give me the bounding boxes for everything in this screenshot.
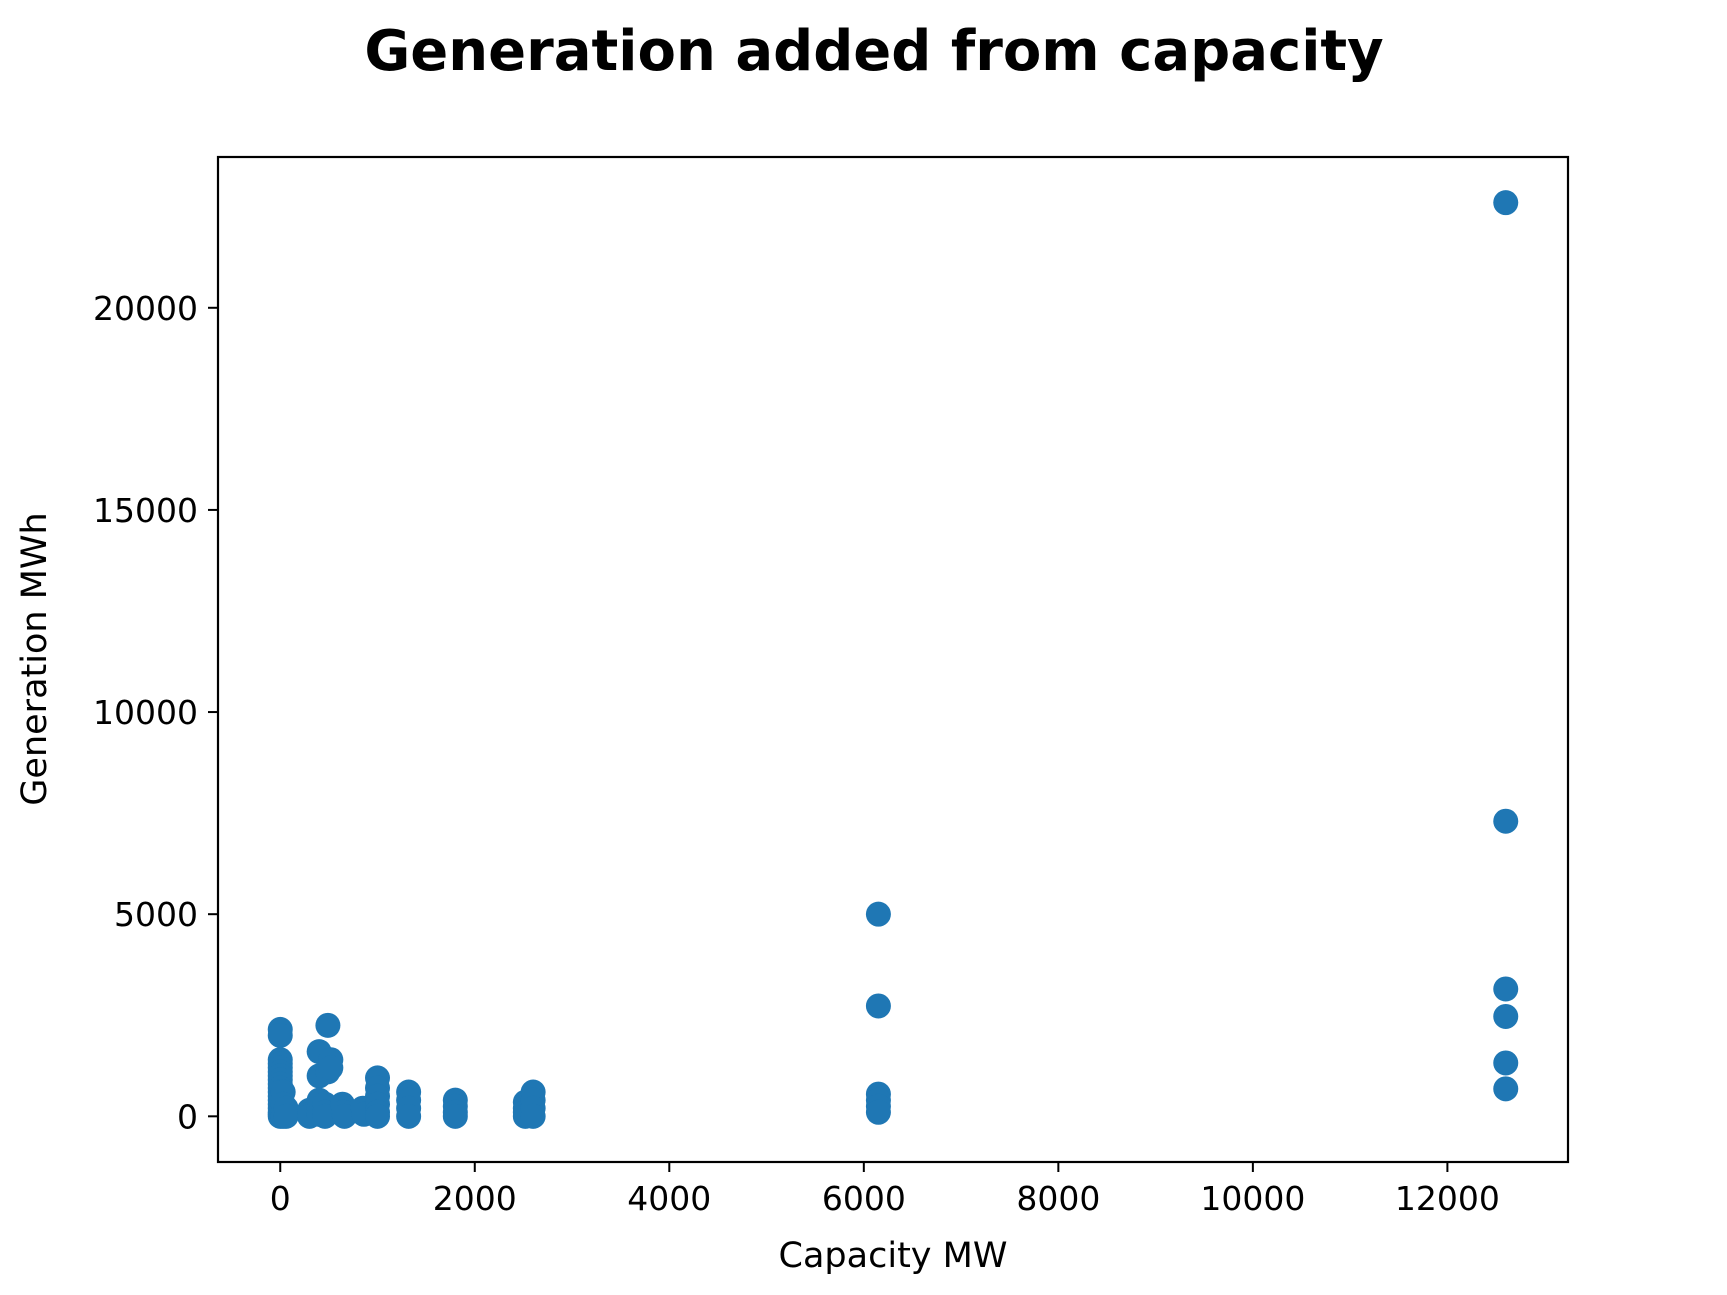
y-tick-label: 15000 (93, 491, 198, 530)
y-tick-label: 10000 (93, 693, 198, 732)
y-axis-label: Generation MWh (15, 512, 55, 805)
data-point (520, 1103, 546, 1129)
data-point (1493, 190, 1519, 216)
y-tick-label: 20000 (93, 289, 198, 328)
data-point (1493, 808, 1519, 834)
data-point (1493, 976, 1519, 1002)
plot-frame (216, 155, 1570, 1164)
x-axis-label: Capacity MW (779, 1236, 1008, 1276)
data-point (396, 1103, 422, 1129)
x-tick-label: 8000 (1016, 1179, 1100, 1218)
x-axis: 0 2000 4000 6000 8000 10000 12000 (270, 1162, 1500, 1218)
x-tick-label: 2000 (433, 1179, 517, 1218)
data-point (865, 1099, 891, 1125)
data-point (365, 1103, 391, 1129)
data-point (865, 901, 891, 927)
chart-title: Generation added from capacity (364, 19, 1383, 84)
data-point (865, 993, 891, 1019)
y-tick-label: 0 (177, 1097, 198, 1136)
data-point (442, 1103, 468, 1129)
data-point (1493, 1003, 1519, 1029)
x-tick-label: 0 (270, 1179, 291, 1218)
data-point (267, 1022, 293, 1048)
points-layer (267, 190, 1519, 1129)
data-point (318, 1055, 344, 1081)
y-tick-label: 5000 (114, 895, 198, 934)
x-tick-label: 10000 (1200, 1179, 1305, 1218)
x-tick-label: 6000 (822, 1179, 906, 1218)
x-tick-label: 4000 (627, 1179, 711, 1218)
data-point (315, 1012, 341, 1038)
data-point (1493, 1076, 1519, 1102)
y-axis: 0 5000 10000 15000 20000 (93, 289, 218, 1136)
data-point (273, 1103, 299, 1129)
x-tick-label: 12000 (1395, 1179, 1500, 1218)
data-point (1493, 1050, 1519, 1076)
